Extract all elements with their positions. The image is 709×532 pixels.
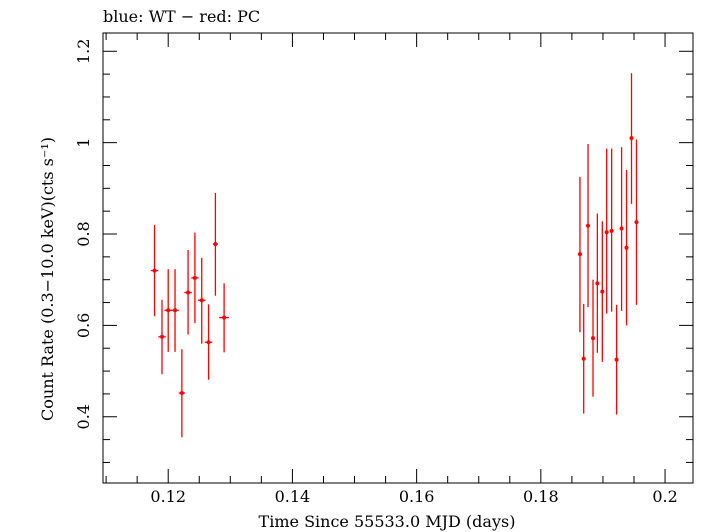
point-marker (199, 298, 204, 303)
point-marker (609, 228, 614, 233)
point-marker (179, 391, 184, 395)
point-marker (577, 252, 582, 257)
point-marker (591, 336, 596, 341)
point-marker (586, 223, 591, 228)
x-tick-label: 0.14 (275, 487, 311, 506)
y-axis-tick-labels: 0.4 0.6 0.8 1 1.2 (74, 39, 93, 430)
x-axis-ticks (105, 33, 666, 483)
data-point (614, 304, 619, 415)
point-marker (581, 356, 586, 361)
data-point (595, 213, 600, 353)
y-axis-ticks (103, 50, 693, 463)
point-marker (166, 308, 171, 313)
y-tick-label: 0.6 (74, 313, 93, 338)
data-point (204, 304, 213, 380)
point-marker (614, 357, 619, 362)
x-tick-label: 0.16 (399, 487, 435, 506)
data-point (198, 257, 206, 344)
data-point (577, 176, 582, 333)
data-point (624, 170, 629, 326)
x-axis-tick-labels: 0.12 0.14 0.16 0.18 0.2 (150, 487, 677, 506)
point-marker (634, 220, 639, 225)
x-tick-label: 0.18 (523, 487, 559, 506)
point-marker (186, 290, 191, 295)
data-point (219, 283, 230, 353)
data-point (191, 232, 199, 324)
data-point (591, 279, 596, 397)
data-points (150, 73, 639, 438)
data-point (178, 349, 185, 438)
plot-frame (102, 32, 694, 484)
y-tick-label: 0.4 (74, 404, 93, 429)
x-tick-label: 0.12 (150, 487, 186, 506)
point-marker (629, 136, 634, 141)
data-point (619, 147, 624, 311)
point-marker (206, 340, 211, 345)
point-marker (152, 268, 157, 273)
data-point (609, 148, 614, 312)
data-point (600, 221, 605, 362)
point-marker (624, 245, 629, 250)
y-tick-label: 1 (74, 138, 93, 148)
y-axis-label: Count Rate (0.3−10.0 keV)(cts s⁻¹) (38, 137, 57, 421)
point-marker (160, 334, 164, 339)
point-marker (600, 289, 605, 294)
y-tick-label: 1.2 (74, 39, 93, 64)
data-point (604, 148, 609, 314)
y-tick-label: 0.8 (74, 221, 93, 246)
data-point (158, 299, 166, 375)
data-point (171, 269, 179, 352)
data-point (184, 250, 192, 335)
data-point (586, 144, 591, 308)
point-marker (173, 308, 178, 313)
point-marker (595, 281, 600, 286)
x-axis-label: Time Since 55533.0 MJD (days) (259, 512, 516, 531)
point-marker (619, 226, 624, 231)
data-point (150, 224, 159, 317)
data-point (212, 192, 218, 296)
x-tick-label: 0.2 (652, 487, 677, 506)
chart-title: blue: WT − red: PC (103, 7, 260, 26)
point-marker (604, 230, 609, 235)
point-marker (192, 275, 197, 280)
point-marker (222, 315, 227, 320)
data-point (581, 303, 586, 414)
point-marker (213, 242, 218, 247)
data-point (164, 269, 172, 352)
data-point (629, 73, 634, 204)
data-point (634, 139, 639, 305)
